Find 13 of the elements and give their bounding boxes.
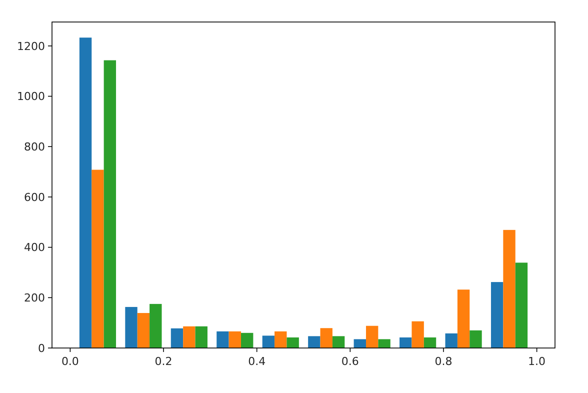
- x-tick-label: 1.0: [528, 355, 546, 368]
- y-tick-label: 0: [38, 342, 45, 355]
- x-tick-label: 0.0: [61, 355, 79, 368]
- x-tick-label: 0.2: [154, 355, 172, 368]
- y-tick-label: 200: [24, 292, 45, 305]
- y-tick-label: 1200: [17, 40, 45, 53]
- y-tick-label: 400: [24, 241, 45, 254]
- y-tick-label: 600: [24, 190, 45, 204]
- y-tick-label: 800: [24, 140, 45, 154]
- x-tick-label: 0.8: [434, 355, 452, 368]
- x-tick-label: 0.4: [248, 355, 266, 368]
- x-tick-label: 0.6: [341, 355, 359, 368]
- y-tick-label: 1000: [17, 90, 45, 104]
